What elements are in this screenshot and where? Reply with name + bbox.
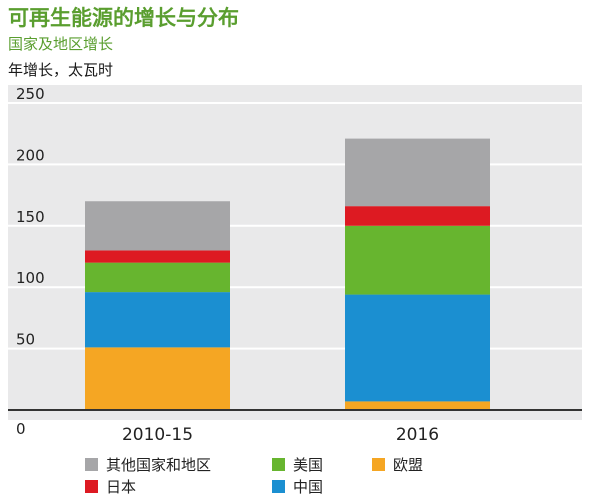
stacked-bar-chart: 0 50 100 150 200 250 2010-15 2016 bbox=[8, 85, 582, 445]
legend-item-china: 中国 bbox=[272, 476, 323, 497]
bar-segment bbox=[345, 294, 490, 402]
legend-swatch-usa bbox=[272, 458, 285, 471]
y-tick-label: 50 bbox=[16, 331, 35, 349]
legend-swatch-china bbox=[272, 480, 285, 493]
y-tick-label: 150 bbox=[16, 208, 45, 226]
chart-subtitle: 国家及地区增长 bbox=[8, 35, 114, 53]
x-tick-label: 2016 bbox=[396, 425, 439, 445]
legend-swatch-japan bbox=[85, 480, 98, 493]
y-tick-label: 250 bbox=[16, 85, 45, 103]
legend-label-others: 其他国家和地区 bbox=[106, 456, 212, 474]
y-tick-label: 0 bbox=[16, 420, 26, 438]
bar-segment bbox=[85, 262, 230, 293]
legend-label-usa: 美国 bbox=[293, 456, 324, 474]
legend-item-usa: 美国 bbox=[272, 454, 323, 475]
bar-segment bbox=[345, 138, 490, 207]
legend-label-japan: 日本 bbox=[106, 478, 137, 496]
y-axis-unit-label: 年增长，太瓦时 bbox=[8, 61, 114, 79]
legend-item-eu: 欧盟 bbox=[372, 454, 423, 475]
bar-segment bbox=[345, 225, 490, 295]
legend-label-china: 中国 bbox=[293, 478, 324, 496]
legend-label-eu: 欧盟 bbox=[393, 456, 424, 474]
legend-swatch-eu bbox=[372, 458, 385, 471]
legend-item-others: 其他国家和地区 bbox=[85, 454, 211, 475]
bar-segment bbox=[345, 206, 490, 226]
bar-segment bbox=[85, 292, 230, 348]
bar-segment bbox=[85, 201, 230, 251]
bar-segment bbox=[345, 401, 490, 410]
legend-swatch-others bbox=[85, 458, 98, 471]
legend: 其他国家和地区 美国 欧盟 日本 中国 bbox=[85, 452, 585, 496]
y-tick-label: 100 bbox=[16, 269, 45, 287]
bar-segment bbox=[85, 347, 230, 410]
y-tick-label: 200 bbox=[16, 146, 45, 164]
chart-title: 可再生能源的增长与分布 bbox=[8, 6, 239, 30]
legend-item-japan: 日本 bbox=[85, 476, 136, 497]
x-tick-label: 2010-15 bbox=[122, 425, 193, 445]
bar-segment bbox=[85, 250, 230, 263]
